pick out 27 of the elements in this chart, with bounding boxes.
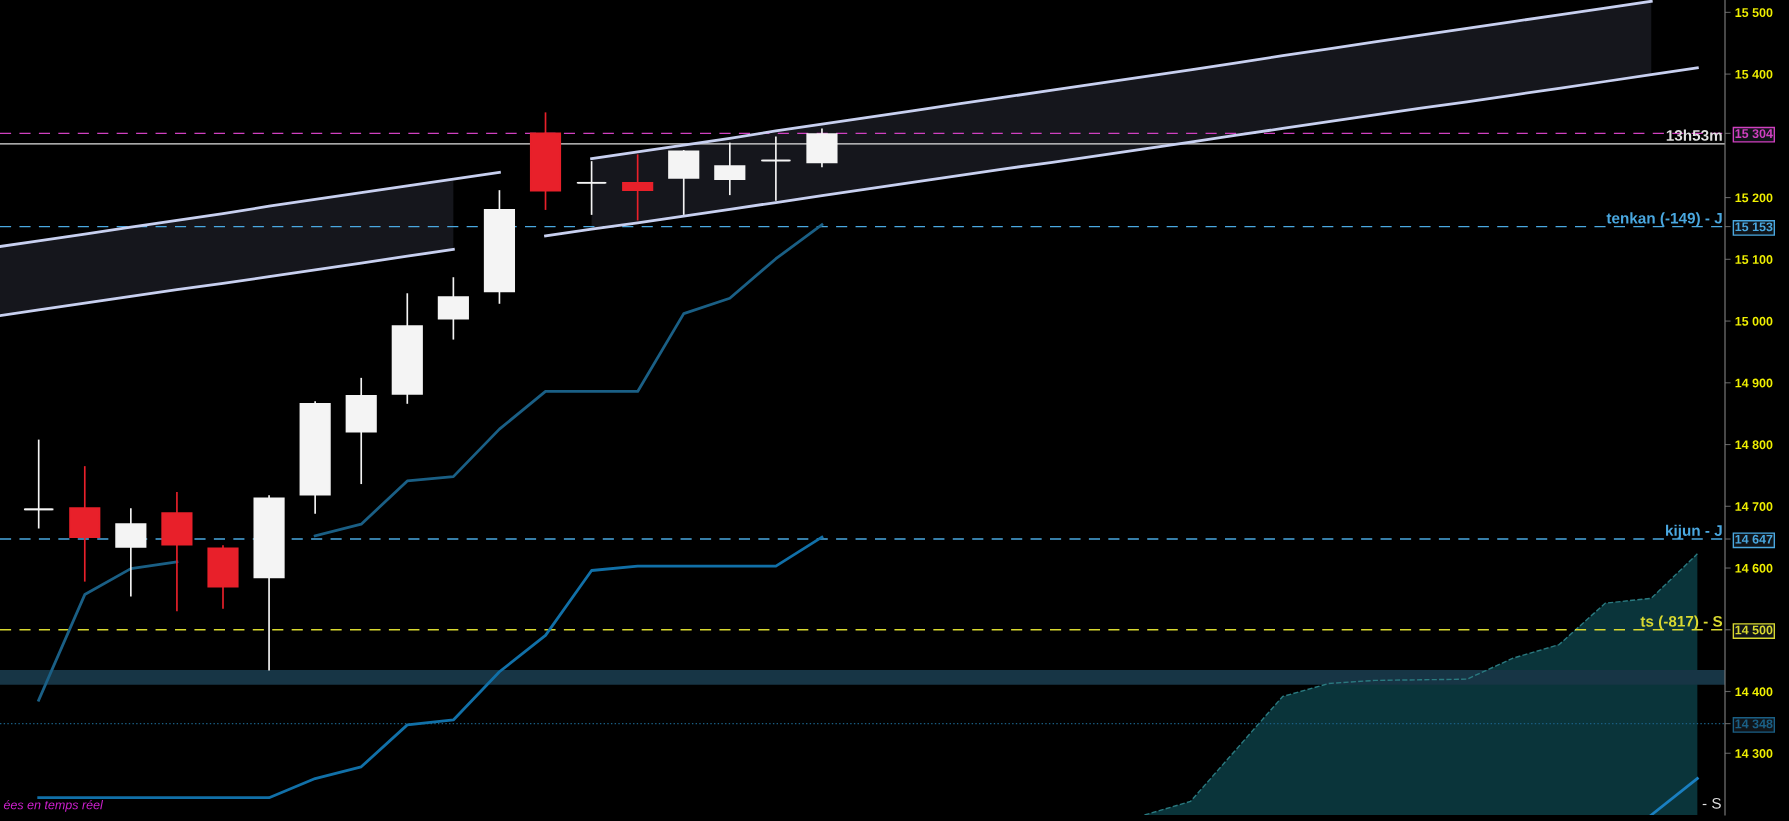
candlestick (760, 135, 792, 202)
y-tick-label: 15 200 (1735, 193, 1773, 203)
y-tick-label: 14 348 (1735, 719, 1773, 729)
candlestick (576, 160, 608, 216)
y-tick-label: 15 153 (1735, 222, 1773, 232)
y-tick-label: 15 000 (1735, 316, 1773, 326)
y-tick-label: 14 500 (1735, 625, 1773, 635)
y-tick-label: 15 400 (1735, 69, 1773, 79)
candlestick (23, 438, 55, 530)
y-tick-label: 14 600 (1735, 563, 1773, 573)
y-tick-label: 14 300 (1735, 749, 1773, 758)
y-tick-label: 14 647 (1735, 534, 1773, 544)
y-tick-label: 15 500 (1735, 8, 1773, 17)
ref-line-label: ts (-817) - S (1640, 615, 1723, 630)
ref-line-label: tenkan (-149) - J (1606, 212, 1722, 227)
line-series (37, 535, 824, 800)
y-tick-label: 14 800 (1735, 440, 1773, 450)
y-tick-label: 15 304 (1735, 129, 1773, 139)
ref-line-label: 13h53m (1666, 129, 1722, 141)
annotation: - S (1702, 797, 1721, 809)
y-tick-label: 14 400 (1735, 687, 1773, 697)
ref-line-label: kijun - J (1666, 524, 1722, 540)
candlestick (622, 153, 654, 222)
y-tick-label: 14 900 (1735, 378, 1773, 388)
y-tick-label: 15 100 (1735, 255, 1773, 264)
annotation: ées en temps réel (3, 799, 104, 812)
y-tick-label: 14 700 (1735, 502, 1773, 511)
